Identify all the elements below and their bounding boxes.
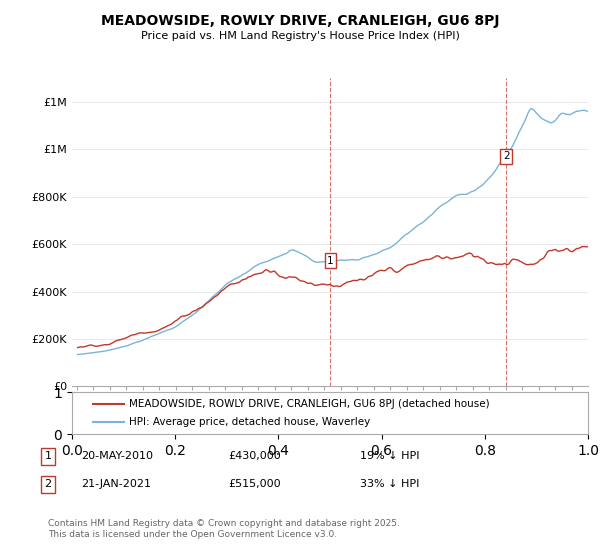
Text: £515,000: £515,000 (228, 479, 281, 489)
Text: £430,000: £430,000 (228, 451, 281, 461)
Text: 20-MAY-2010: 20-MAY-2010 (81, 451, 153, 461)
Text: 1: 1 (44, 451, 52, 461)
Text: MEADOWSIDE, ROWLY DRIVE, CRANLEIGH, GU6 8PJ: MEADOWSIDE, ROWLY DRIVE, CRANLEIGH, GU6 … (101, 14, 499, 28)
Text: Contains HM Land Registry data © Crown copyright and database right 2025.
This d: Contains HM Land Registry data © Crown c… (48, 520, 400, 539)
Text: HPI: Average price, detached house, Waverley: HPI: Average price, detached house, Wave… (129, 417, 370, 427)
Text: 19% ↓ HPI: 19% ↓ HPI (360, 451, 419, 461)
Text: 21-JAN-2021: 21-JAN-2021 (81, 479, 151, 489)
Text: 1: 1 (327, 255, 334, 265)
Text: MEADOWSIDE, ROWLY DRIVE, CRANLEIGH, GU6 8PJ (detached house): MEADOWSIDE, ROWLY DRIVE, CRANLEIGH, GU6 … (129, 399, 490, 409)
Text: 2: 2 (503, 151, 510, 161)
Text: Price paid vs. HM Land Registry's House Price Index (HPI): Price paid vs. HM Land Registry's House … (140, 31, 460, 41)
Text: 2: 2 (44, 479, 52, 489)
Text: 33% ↓ HPI: 33% ↓ HPI (360, 479, 419, 489)
